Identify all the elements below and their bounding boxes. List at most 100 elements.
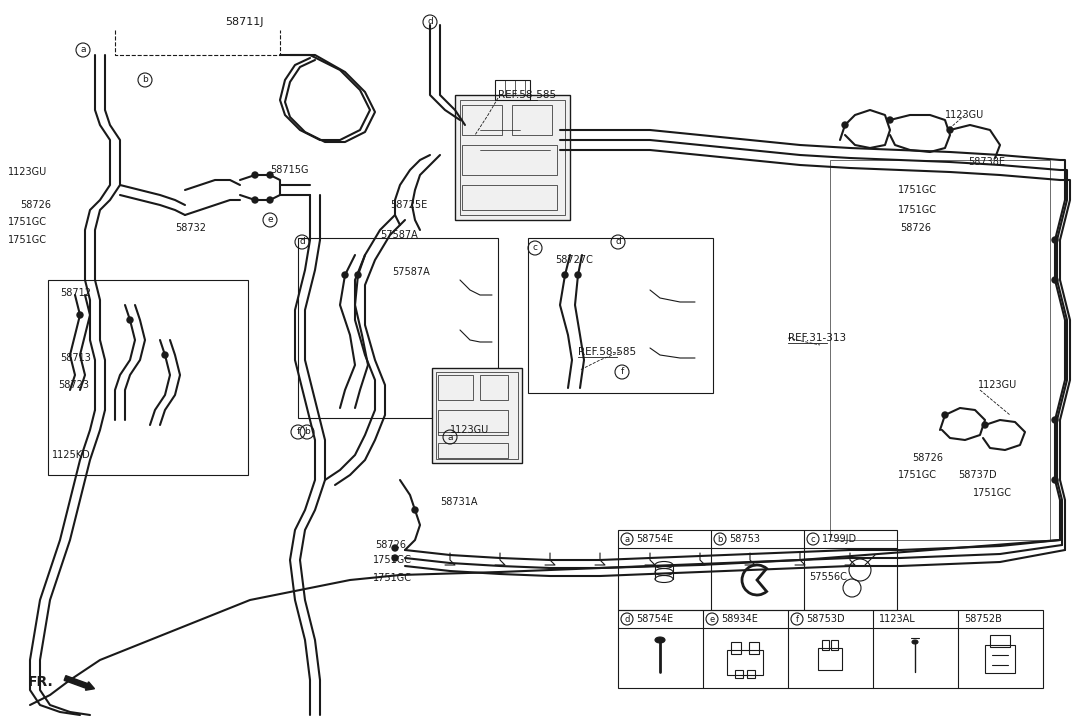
Bar (460, 100, 565, 215)
Circle shape (982, 422, 988, 428)
Bar (830, 160, 1050, 540)
Bar (990, 635, 1010, 647)
Bar (436, 372, 518, 459)
Bar (455, 95, 570, 220)
Text: 1751GC: 1751GC (898, 205, 937, 215)
Circle shape (342, 272, 348, 278)
Text: 58715G: 58715G (270, 165, 308, 175)
Circle shape (267, 172, 273, 178)
Bar (747, 670, 755, 678)
Text: 1751GC: 1751GC (898, 470, 937, 480)
Bar (495, 80, 530, 100)
Text: b: b (304, 427, 310, 436)
Circle shape (942, 412, 949, 418)
Circle shape (947, 127, 953, 133)
Text: 1125KD: 1125KD (52, 450, 90, 460)
Text: 58738E: 58738E (968, 157, 1005, 167)
Text: 57556C: 57556C (809, 572, 847, 582)
Text: d: d (624, 614, 629, 624)
Text: a: a (448, 433, 453, 441)
Bar (298, 238, 498, 418)
Text: f: f (795, 614, 798, 624)
Text: 58753D: 58753D (806, 614, 845, 624)
Circle shape (842, 122, 848, 128)
Text: REF.58-585: REF.58-585 (498, 90, 556, 100)
Bar (432, 368, 522, 463)
Text: 58732: 58732 (175, 223, 206, 233)
Bar (831, 640, 839, 650)
Text: d: d (427, 17, 432, 26)
FancyArrow shape (64, 675, 95, 690)
Circle shape (77, 312, 83, 318)
Circle shape (392, 555, 397, 561)
Circle shape (562, 272, 568, 278)
Bar (462, 145, 556, 175)
Bar (528, 238, 713, 393)
Circle shape (888, 117, 893, 123)
Bar (735, 670, 743, 678)
Ellipse shape (654, 637, 665, 643)
Bar (731, 642, 741, 654)
Bar (617, 530, 897, 610)
Text: a: a (624, 534, 629, 544)
Text: 57587A: 57587A (380, 230, 418, 240)
Text: f: f (621, 368, 624, 377)
Text: 58752B: 58752B (964, 614, 1002, 624)
Bar (480, 375, 507, 400)
Bar (438, 410, 507, 435)
Text: 58726: 58726 (911, 453, 943, 463)
Text: 58713: 58713 (60, 353, 90, 363)
Text: 1123AL: 1123AL (879, 614, 916, 624)
Text: 1123GU: 1123GU (945, 110, 984, 120)
Text: 58727C: 58727C (555, 255, 592, 265)
Bar (512, 105, 552, 135)
Bar (984, 645, 1015, 673)
Text: d: d (299, 238, 305, 246)
Text: 1751GC: 1751GC (374, 555, 412, 565)
Text: FR.: FR. (28, 675, 53, 689)
Bar (462, 185, 556, 210)
Circle shape (392, 545, 397, 551)
Text: 1751GC: 1751GC (898, 185, 937, 195)
Text: c: c (810, 534, 816, 544)
Circle shape (575, 272, 582, 278)
Text: 58731A: 58731A (440, 497, 477, 507)
Circle shape (1052, 277, 1059, 283)
Text: 58754E: 58754E (636, 534, 673, 544)
Bar (438, 375, 473, 400)
Circle shape (267, 197, 273, 203)
Text: b: b (718, 534, 723, 544)
Text: 1751GC: 1751GC (374, 573, 412, 583)
Circle shape (355, 272, 360, 278)
Bar (749, 642, 759, 654)
Bar (617, 610, 1043, 688)
Text: b: b (143, 76, 148, 84)
Circle shape (252, 172, 258, 178)
Text: d: d (615, 238, 621, 246)
Text: REF.58-585: REF.58-585 (578, 347, 636, 357)
Text: 58712: 58712 (60, 288, 91, 298)
Text: 58725E: 58725E (390, 200, 427, 210)
Circle shape (252, 197, 258, 203)
Text: 58737D: 58737D (958, 470, 996, 480)
Text: a: a (81, 46, 86, 55)
Text: 58726: 58726 (900, 223, 931, 233)
Text: 58726: 58726 (20, 200, 51, 210)
Circle shape (127, 317, 133, 323)
Text: f: f (296, 427, 299, 436)
Circle shape (1052, 237, 1059, 243)
Circle shape (1052, 477, 1059, 483)
Ellipse shape (911, 640, 918, 644)
Text: 1751GC: 1751GC (8, 217, 47, 227)
Bar (822, 640, 829, 650)
Text: 1123GU: 1123GU (8, 167, 47, 177)
Text: c: c (533, 244, 538, 252)
Text: 1123GU: 1123GU (450, 425, 489, 435)
Text: e: e (267, 215, 273, 225)
Text: 58726: 58726 (375, 540, 406, 550)
Text: 58934E: 58934E (721, 614, 758, 624)
Text: 58723: 58723 (58, 380, 89, 390)
Circle shape (412, 507, 418, 513)
Bar (818, 648, 842, 670)
Text: 58754E: 58754E (636, 614, 673, 624)
